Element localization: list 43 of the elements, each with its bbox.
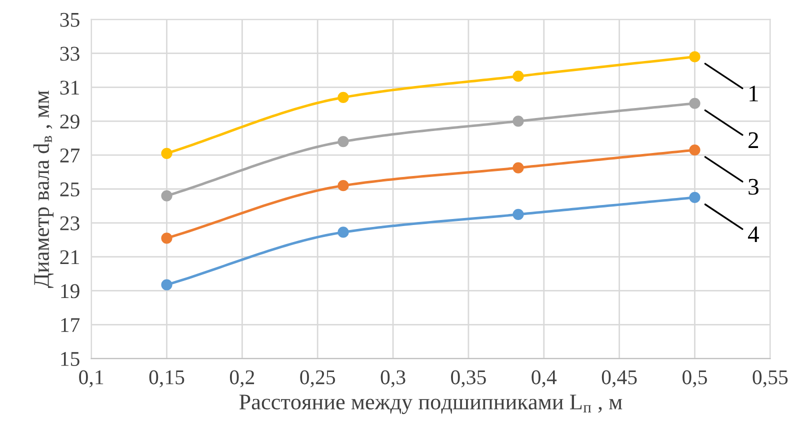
point — [338, 136, 349, 148]
y-tick-label: 25 — [60, 182, 80, 196]
y-tick-label: 29 — [60, 114, 80, 129]
point — [338, 180, 349, 192]
y-tick-label: 27 — [60, 148, 80, 162]
y-tick-label: 35 — [60, 12, 80, 27]
x-tick-label: 0,55 — [752, 370, 788, 388]
x-tick-label: 0,45 — [602, 370, 637, 388]
point — [161, 232, 172, 244]
y-tick-label: 19 — [61, 284, 80, 298]
y-tick-label: 15 — [61, 352, 80, 366]
point — [512, 70, 524, 82]
point — [161, 148, 172, 159]
y-tick-label: 21 — [60, 250, 79, 264]
x-tick-label: 0,1 — [79, 370, 104, 388]
y-tick-label: 17 — [61, 318, 80, 332]
point — [338, 92, 349, 103]
y-tick-label: 23 — [60, 216, 80, 230]
x-axis-title: Расстояние между подшипниками L$_{п}$ , м — [239, 394, 622, 414]
point — [338, 226, 349, 238]
x-tick-label: 0,25 — [300, 370, 336, 388]
point — [512, 116, 524, 127]
point — [689, 51, 700, 62]
x-tick-label: 0,5 — [682, 370, 707, 388]
y-tick-label: 33 — [60, 46, 80, 61]
x-tick-label: 0,2 — [230, 370, 254, 388]
x-tick-label: 0,3 — [380, 370, 406, 388]
point — [689, 192, 700, 204]
annotation: 1 — [750, 86, 758, 102]
point — [689, 98, 700, 109]
point — [161, 279, 172, 290]
x-tick-label: 0,15 — [149, 370, 184, 388]
y-tick-label: 31 — [60, 80, 79, 95]
annotation: 4 — [748, 226, 759, 242]
point — [161, 190, 172, 202]
annotation: 3 — [748, 178, 758, 195]
y-axis-title: Диаметр вала d$_{в}$ , мм — [33, 90, 54, 288]
annotation: 2 — [748, 132, 758, 148]
x-tick-label: 0,35 — [451, 370, 486, 388]
x-tick-label: 0,4 — [532, 370, 557, 388]
point — [512, 162, 524, 174]
point — [689, 144, 700, 156]
point — [512, 208, 524, 220]
